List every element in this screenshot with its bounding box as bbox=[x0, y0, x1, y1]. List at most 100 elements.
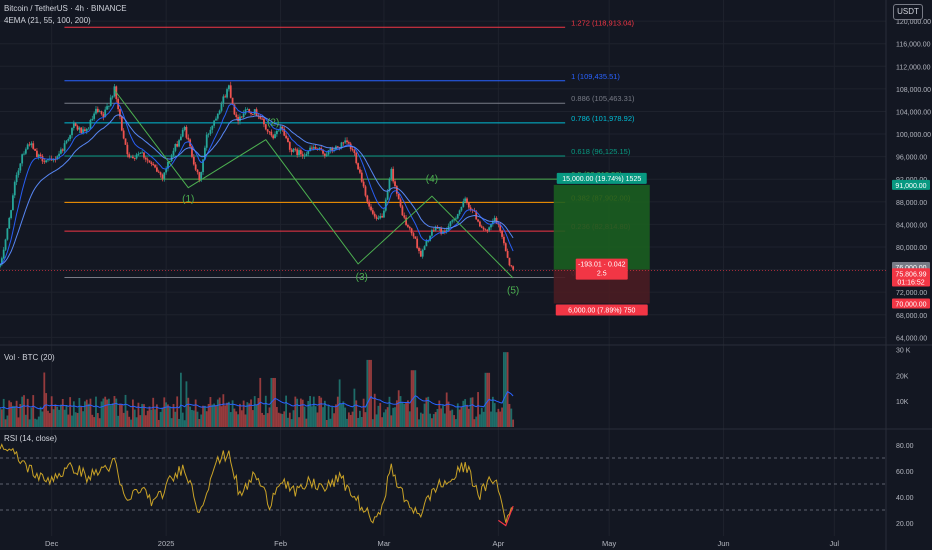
candle-body bbox=[95, 108, 97, 114]
candle-body bbox=[187, 137, 190, 140]
candle-body bbox=[84, 129, 86, 132]
volume-bar bbox=[216, 399, 219, 427]
volume-bar bbox=[405, 402, 407, 427]
volume-bar bbox=[239, 403, 241, 427]
candle-body bbox=[98, 111, 101, 113]
volume-bar bbox=[63, 409, 66, 427]
candle-body bbox=[240, 116, 243, 118]
volume-bar bbox=[359, 410, 361, 427]
volume-bar bbox=[71, 415, 73, 427]
candle-body bbox=[298, 150, 300, 155]
candle-body bbox=[163, 172, 166, 179]
candle-body bbox=[407, 224, 409, 227]
volume-bar bbox=[200, 414, 203, 427]
volume-bar bbox=[296, 398, 299, 427]
candle-body bbox=[440, 228, 443, 234]
candle-body bbox=[460, 206, 463, 211]
volume-bar bbox=[21, 396, 24, 427]
volume-bar bbox=[346, 418, 348, 427]
volume-bar bbox=[288, 412, 291, 427]
candle-body bbox=[371, 210, 374, 214]
volume-bar bbox=[329, 418, 332, 427]
candle-body bbox=[305, 153, 308, 156]
currency-button[interactable]: USDT bbox=[893, 4, 923, 20]
candle-body bbox=[506, 250, 509, 258]
volume-bar bbox=[226, 402, 228, 427]
volume-bar bbox=[301, 399, 304, 427]
candle-body bbox=[157, 171, 160, 173]
candle-body bbox=[429, 235, 431, 241]
candle-body bbox=[397, 193, 400, 200]
rsi-title: RSI (14, close) bbox=[4, 434, 57, 443]
candle-body bbox=[69, 135, 72, 139]
volume-bar bbox=[207, 403, 210, 427]
volume-bar bbox=[19, 404, 22, 427]
candle-body bbox=[146, 159, 149, 161]
candle-body bbox=[294, 148, 297, 150]
candle-body bbox=[270, 131, 273, 136]
volume-bar bbox=[12, 405, 14, 427]
ema-line bbox=[0, 102, 514, 265]
volume-bar bbox=[475, 416, 478, 427]
candle-body bbox=[423, 246, 426, 250]
candle-body bbox=[250, 112, 252, 114]
volume-bar bbox=[23, 395, 25, 427]
candle-body bbox=[312, 147, 315, 149]
volume-bar bbox=[287, 417, 289, 427]
volume-bar bbox=[418, 419, 420, 427]
volume-bar bbox=[333, 413, 335, 427]
volume-bar bbox=[305, 418, 308, 427]
volume-bar bbox=[272, 377, 275, 427]
volume-bar bbox=[251, 410, 254, 427]
volume-bar bbox=[349, 414, 352, 427]
volume-bar bbox=[497, 408, 500, 427]
volume-bar bbox=[65, 405, 68, 427]
volume-bar bbox=[340, 403, 343, 427]
candle-body bbox=[414, 236, 417, 239]
candle-body bbox=[290, 149, 293, 152]
candle-body bbox=[47, 159, 49, 161]
candle-body bbox=[216, 113, 219, 119]
volume-bar bbox=[355, 400, 358, 427]
volume-bar bbox=[471, 397, 474, 427]
volume-bar bbox=[253, 396, 256, 427]
price-badge-text: 01:16:52 bbox=[897, 279, 924, 286]
candle-body bbox=[346, 140, 348, 143]
candle-body bbox=[503, 236, 505, 244]
volume-bar bbox=[215, 405, 217, 427]
volume-bar bbox=[76, 412, 79, 427]
volume-bar bbox=[292, 410, 295, 427]
candle-body bbox=[399, 199, 402, 207]
price-tick: 96,000.00 bbox=[896, 155, 927, 162]
candle-body bbox=[133, 158, 136, 159]
volume-bar bbox=[331, 406, 334, 427]
candle-body bbox=[67, 138, 70, 141]
candle-body bbox=[458, 210, 461, 215]
candle-body bbox=[486, 229, 489, 231]
candle-body bbox=[17, 170, 20, 175]
candle-body bbox=[484, 229, 487, 231]
candle-body bbox=[0, 258, 3, 265]
volume-bar bbox=[371, 419, 374, 427]
candle-body bbox=[264, 124, 267, 130]
price-tick: 72,000.00 bbox=[896, 290, 927, 297]
candle-body bbox=[71, 127, 73, 136]
candle-body bbox=[130, 156, 132, 158]
volume-bar bbox=[493, 403, 496, 427]
volume-bar bbox=[277, 412, 280, 427]
volume-bar bbox=[102, 398, 105, 427]
candle-body bbox=[351, 148, 354, 151]
candle-body bbox=[96, 108, 99, 113]
candle-body bbox=[39, 154, 42, 157]
ema-indicator-label[interactable]: 4EMA (21, 55, 100, 200) bbox=[4, 16, 91, 25]
target-zone bbox=[553, 184, 650, 270]
candle-body bbox=[218, 110, 221, 114]
candle-body bbox=[30, 143, 33, 146]
volume-bar bbox=[436, 408, 439, 427]
volume-bar bbox=[0, 408, 1, 427]
volume-bar bbox=[120, 404, 123, 427]
stop-label-box bbox=[555, 304, 648, 316]
price-badge bbox=[892, 298, 930, 309]
candle-body bbox=[15, 174, 18, 183]
